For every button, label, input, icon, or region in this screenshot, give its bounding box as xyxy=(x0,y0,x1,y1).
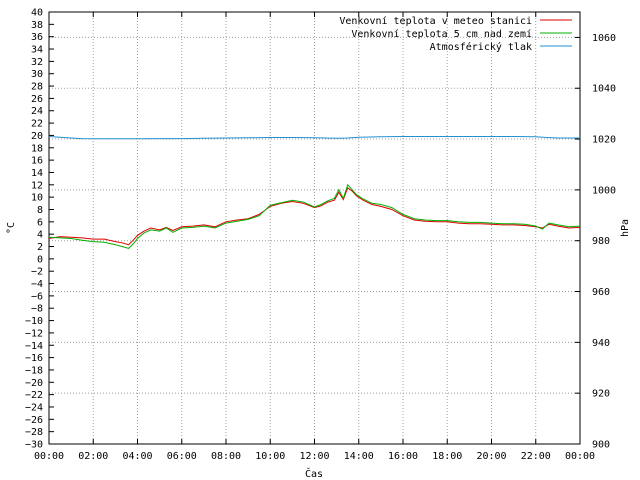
y-left-tick-label: 36 xyxy=(31,32,43,43)
y-right-tick-label: 960 xyxy=(592,287,610,298)
y-right-tick-label: 1060 xyxy=(592,33,616,44)
y-left-tick-label: 38 xyxy=(31,20,43,31)
y-left-tick-label: 18 xyxy=(31,143,43,154)
series-lines xyxy=(48,136,581,249)
legend-label-series-2: Venkovní teplota 5 cm nad zemí xyxy=(351,28,532,40)
y-left-tick-label: 16 xyxy=(31,156,43,167)
y-left-tick-label: 22 xyxy=(31,119,43,130)
y-right-tick-label: 940 xyxy=(592,338,610,349)
x-tick-label: 16:00 xyxy=(388,451,418,462)
y-left-tick-label: 24 xyxy=(31,106,43,117)
y-left-tick-label: 26 xyxy=(31,94,43,105)
y-right-tick-label: 900 xyxy=(592,440,610,451)
y-left-tick-label: −18 xyxy=(25,365,43,376)
x-tick-label: 02:00 xyxy=(78,451,108,462)
y-left-tick-label: 12 xyxy=(31,180,43,191)
y-left-tick-label: −8 xyxy=(31,304,43,315)
y-left-tick-label: −6 xyxy=(31,291,43,302)
y-right-tick-label: 1000 xyxy=(592,185,616,196)
x-tick-label: 04:00 xyxy=(122,451,152,462)
y-left-tick-label: 8 xyxy=(37,205,43,216)
x-tick-label: 18:00 xyxy=(432,451,462,462)
y-left-tick-label: −10 xyxy=(25,316,43,327)
x-tick-label: 12:00 xyxy=(299,451,329,462)
axis-ticks: 00:00 02:00 04:00 06:00 08:00 10:00 12:00 14:00… xyxy=(25,8,616,463)
y-left-tick-label: −14 xyxy=(25,341,43,352)
series-line-3 xyxy=(48,136,580,140)
x-tick-label: 10:00 xyxy=(255,451,285,462)
y-left-tick-label: −12 xyxy=(25,328,43,339)
y-right-tick-label: 1020 xyxy=(592,135,616,146)
y-left-tick-label: 20 xyxy=(31,131,43,142)
y-left-tick-label: −22 xyxy=(25,390,43,401)
y-left-tick-label: 30 xyxy=(31,69,43,80)
y-left-tick-label: 0 xyxy=(37,254,43,265)
x-tick-label: 20:00 xyxy=(476,451,506,462)
y-left-tick-label: −16 xyxy=(25,353,43,364)
y-left-tick-label: 6 xyxy=(37,217,43,228)
series-line-2 xyxy=(48,183,581,249)
y-left-tick-label: −24 xyxy=(25,402,43,413)
x-tick-label: 08:00 xyxy=(211,451,241,462)
y-right-tick-label: 920 xyxy=(592,389,610,400)
series-line-1 xyxy=(48,187,581,246)
y-left-tick-label: −30 xyxy=(25,440,43,451)
y-left-tick-label: −28 xyxy=(25,427,43,438)
y-axis-left-title: °C xyxy=(6,222,17,234)
y-left-tick-label: 28 xyxy=(31,82,43,93)
y-left-tick-label: −2 xyxy=(31,267,43,278)
y-right-tick-label: 980 xyxy=(592,236,610,247)
y-left-tick-label: −26 xyxy=(25,415,43,426)
x-axis-title: Čas xyxy=(305,467,323,480)
y-left-tick-label: 10 xyxy=(31,193,43,204)
x-tick-label: 00:00 xyxy=(34,451,64,462)
x-tick-label: 06:00 xyxy=(167,451,197,462)
legend-label-series-3: Atmosférický tlak xyxy=(430,41,532,53)
y-left-tick-label: −4 xyxy=(31,279,43,290)
y-left-tick-label: 4 xyxy=(37,230,43,241)
y-left-tick-label: 2 xyxy=(37,242,43,253)
grid xyxy=(49,12,580,444)
y-left-tick-label: 40 xyxy=(31,8,43,19)
y-left-tick-label: 34 xyxy=(31,45,43,56)
x-tick-label: 14:00 xyxy=(344,451,374,462)
legend: Venkovní teplota v meteo stanici Venkovn… xyxy=(339,15,572,53)
y-right-tick-label: 1040 xyxy=(592,84,616,95)
y-left-tick-label: −20 xyxy=(25,378,43,389)
y-axis-right-title: hPa xyxy=(620,219,631,237)
y-left-tick-label: 14 xyxy=(31,168,43,179)
legend-label-series-1: Venkovní teplota v meteo stanici xyxy=(339,15,532,27)
x-tick-label: 22:00 xyxy=(521,451,551,462)
x-tick-label: 00:00 xyxy=(565,451,595,462)
y-left-tick-label: 32 xyxy=(31,57,43,68)
